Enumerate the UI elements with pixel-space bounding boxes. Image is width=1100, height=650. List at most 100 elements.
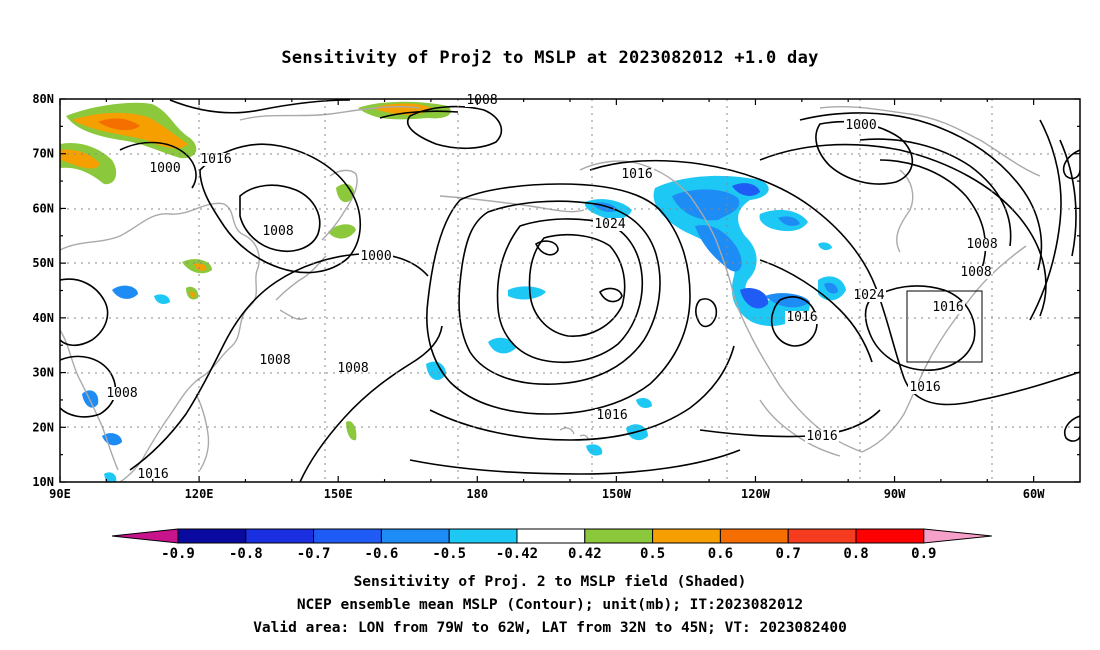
shade-blue-5 <box>740 287 769 309</box>
contour-label-bg <box>261 225 295 238</box>
shade-blue-2 <box>672 189 740 221</box>
contour-lines-ne-5 <box>1062 149 1080 180</box>
lat-label: 10N <box>32 475 54 489</box>
contour-label: 1016 <box>932 300 963 315</box>
contour-label-bg <box>908 381 942 394</box>
contour-label-bg <box>136 468 170 481</box>
contour-label: 1008 <box>337 361 368 376</box>
valid-area-box <box>906 290 983 363</box>
contour-label-bg <box>965 238 999 251</box>
contour-1016-gulf <box>770 296 818 347</box>
colorbar: -0.9 -0.8 -0.7 -0.6 -0.5 -0.42 0.42 0.5 0.6 0.7 0.… <box>111 528 992 562</box>
coast-arctic-2 <box>819 106 1041 177</box>
contour-label: 1008 <box>262 224 293 239</box>
contour-label-bg <box>959 266 993 279</box>
contour-1016-south <box>429 345 735 441</box>
colorbar-label: 0.9 <box>911 546 936 562</box>
shade-blue-15 <box>426 361 446 380</box>
contour-label-bg <box>620 168 654 181</box>
coast-hawaii <box>559 427 589 441</box>
contour-label-bg <box>931 301 965 314</box>
contour-lines-ne-4 <box>1059 139 1077 257</box>
contour-pacific-core <box>528 233 626 337</box>
coast-mexico <box>759 399 841 457</box>
colorbar-segment <box>855 528 925 544</box>
contour-label-bg <box>359 250 393 263</box>
contour-1016-sa <box>699 409 881 438</box>
contour-lines-ne-1 <box>859 138 1012 247</box>
colorbar-label: -0.6 <box>365 546 399 562</box>
contour-pacific-high-outer <box>426 183 691 415</box>
contour-mid-2 <box>60 278 109 347</box>
shade-blue-10 <box>778 216 800 226</box>
mslp-contours <box>60 99 1080 482</box>
contour-label-bg <box>844 119 878 132</box>
contour-label: 1000 <box>845 118 876 133</box>
lon-label: 60W <box>1023 487 1045 501</box>
lon-label: 120W <box>741 487 771 501</box>
colorbar-segment <box>787 528 857 544</box>
shade-green-8 <box>346 421 357 441</box>
shade-blue-4 <box>732 183 760 196</box>
lat-labels: 80N 70N 60N 50N 40N 30N 20N 10N <box>32 92 54 489</box>
coast-na-east <box>861 245 1027 453</box>
contour-label-bg <box>199 153 233 166</box>
colorbar-segment <box>652 528 721 544</box>
colorbar-label: 0.5 <box>640 546 665 562</box>
colorbar-min-arrow <box>111 528 179 544</box>
contour-label: 1016 <box>806 429 837 444</box>
contour-label: 1016 <box>909 380 940 395</box>
lat-label: 60N <box>32 201 54 215</box>
shade-blue-23 <box>104 472 117 482</box>
colorbar-label: 0.42 <box>568 546 602 562</box>
colorbar-max-arrow <box>923 528 992 544</box>
coast-asia <box>60 202 260 482</box>
contour-ring-west <box>695 298 718 328</box>
coast-asia-2 <box>60 329 119 471</box>
contour-high-ring-2 <box>598 287 623 303</box>
lat-label: 50N <box>32 256 54 270</box>
contour-label: 1008 <box>259 353 290 368</box>
colorbar-label: 0.6 <box>708 546 733 562</box>
coast-alaska <box>579 160 733 289</box>
colorbar-label: -0.8 <box>229 546 263 562</box>
contour-label-bg <box>105 387 139 400</box>
lon-label: 90E <box>49 487 71 501</box>
shade-blue-22 <box>102 433 122 446</box>
lat-label: 20N <box>32 420 54 434</box>
map-title: Sensitivity of Proj2 to MSLP at 20230820… <box>281 48 819 68</box>
shade-blue-17 <box>586 444 603 456</box>
colorbar-segment <box>313 528 382 544</box>
contour-label-bg <box>148 162 182 175</box>
contour-label: 1016 <box>621 167 652 182</box>
colorbar-segment <box>177 528 247 544</box>
coast-japan <box>275 255 327 320</box>
contour-1008-gulf <box>759 259 873 363</box>
contour-label-bg <box>336 362 370 375</box>
shade-blue-14 <box>488 337 516 354</box>
contour-label: 1000 <box>360 249 391 264</box>
coast-philippines <box>195 393 210 471</box>
sensitivity-shading <box>60 101 846 482</box>
contour-label: 1016 <box>137 467 168 482</box>
contour-label: 1016 <box>596 408 627 423</box>
contour-label-bg <box>593 218 627 231</box>
contour-label: 1008 <box>106 386 137 401</box>
colorbar-segment <box>719 528 789 544</box>
shade-blue-19 <box>112 285 138 299</box>
contour-1008-south <box>409 449 741 475</box>
contour-1024-atlantic <box>864 285 976 371</box>
contour-label-bg <box>595 409 629 422</box>
axis-ticks <box>59 98 1080 483</box>
lat-label: 80N <box>32 92 54 106</box>
contour-pacific-high-mid <box>458 200 661 386</box>
contour-label: 1008 <box>960 265 991 280</box>
contour-label-bg <box>852 289 886 302</box>
shade-blue-6 <box>765 293 810 308</box>
colorbar-label: -0.5 <box>432 546 466 562</box>
colorbar-label: -0.9 <box>161 546 195 562</box>
contour-lines-ne-6 <box>1064 415 1080 442</box>
shade-red-2 <box>98 118 140 131</box>
lat-label: 70N <box>32 147 54 161</box>
